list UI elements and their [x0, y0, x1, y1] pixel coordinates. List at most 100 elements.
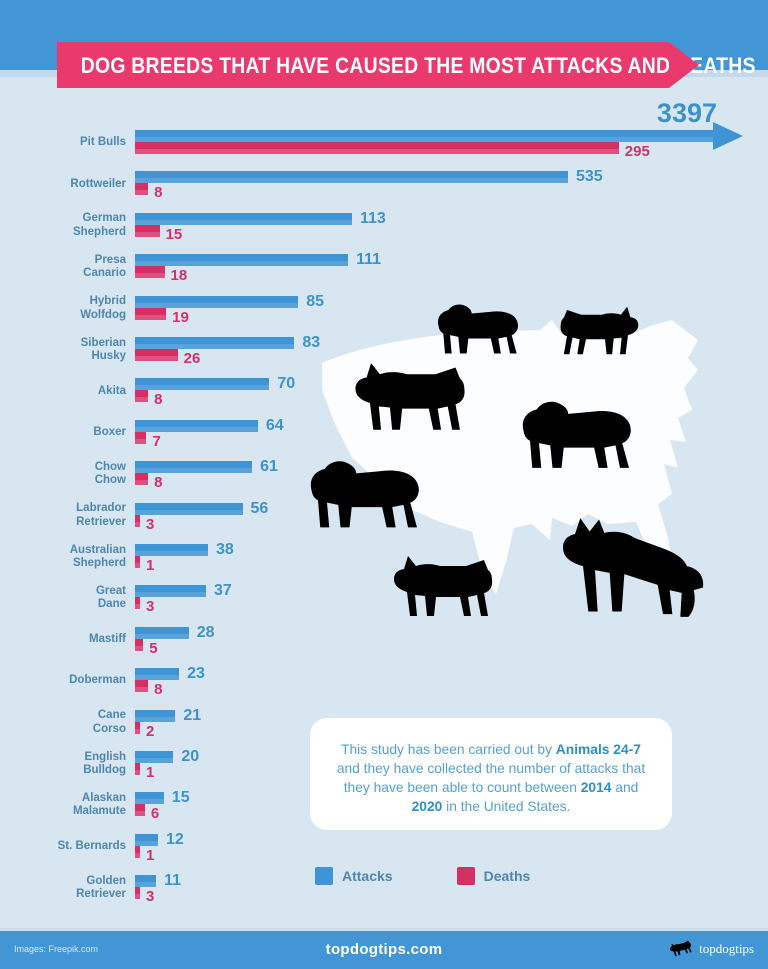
deaths-bar — [135, 556, 140, 568]
attacks-bar — [135, 502, 243, 515]
legend-label-deaths: Deaths — [483, 868, 531, 884]
jumping-dog-icon — [667, 936, 697, 962]
deaths-bar — [135, 307, 167, 320]
deaths-value: 3 — [146, 888, 155, 906]
attacks-swatch-icon — [315, 867, 333, 885]
breed-label: Mastiff — [88, 633, 126, 646]
attacks-value: 113 — [359, 209, 386, 227]
footer-site-url: topdogtips.com — [325, 941, 443, 958]
brand-logo-text: topdogtips — [699, 941, 754, 956]
attacks-value: 37 — [214, 582, 232, 600]
attacks-value: 28 — [196, 623, 215, 641]
deaths-value: 6 — [150, 805, 160, 823]
attacks-bar — [135, 130, 713, 142]
footer-bar: Images: Freepik.com topdogtips.com topdo… — [0, 928, 768, 969]
breed-label: German Shepherd — [72, 212, 126, 238]
attacks-bar — [135, 378, 270, 391]
deaths-bar — [135, 183, 149, 196]
legend-label-attacks: Attacks — [342, 868, 393, 884]
attacks-bar — [135, 461, 253, 474]
breed-label: Golden Retriever — [76, 874, 126, 901]
breed-label: Boxer — [93, 426, 126, 439]
attacks-bar — [135, 295, 299, 308]
attacks-bar — [135, 585, 207, 598]
breed-label: Labrador Retriever — [76, 502, 126, 528]
deaths-value: 5 — [149, 639, 158, 657]
attacks-value: 23 — [187, 665, 205, 683]
deaths-value: 26 — [183, 350, 201, 367]
attacks-value: 83 — [302, 334, 321, 351]
breed-label: Chow Chow — [94, 460, 126, 487]
deaths-bar — [135, 349, 178, 361]
attacks-bar — [135, 419, 258, 432]
deaths-bar — [135, 597, 140, 610]
attacks-bar — [135, 668, 180, 681]
attacks-value: 21 — [183, 706, 202, 724]
deaths-value: 8 — [154, 681, 163, 699]
image-credit: Images: Freepik.com — [14, 944, 99, 954]
deaths-bar — [135, 763, 140, 775]
attacks-value: 85 — [306, 292, 324, 310]
deaths-value: 8 — [154, 391, 163, 409]
deaths-bar — [135, 390, 149, 403]
attacks-bar — [135, 626, 189, 639]
deaths-value: 1 — [146, 557, 155, 574]
chart-legend: Attacks Deaths — [315, 867, 530, 885]
deaths-value: 1 — [146, 764, 155, 781]
attacks-value: 3397 — [656, 98, 717, 128]
deaths-value: 295 — [624, 143, 650, 160]
breed-label: Presa Canario — [83, 253, 126, 280]
deaths-value: 8 — [154, 474, 163, 492]
deaths-bar — [135, 845, 140, 858]
brand-logo: topdogtips — [669, 939, 754, 959]
breed-label: Doberman — [69, 674, 126, 687]
breed-label: Hybrid Wolfdog — [80, 295, 126, 321]
deaths-bar — [135, 473, 149, 486]
attacks-bar-arrow-icon — [713, 122, 743, 150]
attacks-value: 38 — [215, 541, 234, 558]
breed-label: Cane Corso — [92, 709, 126, 735]
attacks-value: 20 — [181, 748, 200, 765]
attacks-bar — [135, 751, 174, 763]
legend-item-deaths: Deaths — [456, 867, 531, 885]
breed-label: Pit Bulls — [79, 136, 126, 149]
study-note-box: This study has been carried out by Anima… — [310, 718, 672, 830]
deaths-bar — [135, 887, 140, 900]
legend-item-attacks: Attacks — [315, 867, 393, 885]
deaths-value: 3 — [146, 515, 155, 533]
deaths-value: 1 — [146, 846, 155, 864]
deaths-bar — [135, 638, 144, 651]
attacks-bar — [135, 212, 352, 225]
attacks-value: 61 — [260, 458, 278, 476]
deaths-swatch-icon — [456, 867, 475, 885]
attacks-bar — [135, 544, 208, 556]
deaths-value: 3 — [146, 598, 155, 616]
deaths-value: 8 — [154, 184, 163, 202]
deaths-value: 18 — [170, 267, 188, 285]
attacks-value: 56 — [250, 499, 269, 517]
attacks-value: 535 — [576, 168, 603, 186]
deaths-bar — [135, 224, 160, 237]
deaths-value: 7 — [152, 432, 161, 450]
attacks-value: 11 — [164, 872, 182, 890]
breed-label: Rottweiler — [70, 177, 126, 190]
deaths-bar — [135, 142, 619, 154]
attacks-value: 70 — [277, 375, 296, 393]
attacks-bar — [135, 833, 159, 846]
breed-label: Great Dane — [95, 584, 126, 611]
deaths-value: 19 — [172, 308, 189, 326]
attacks-value: 15 — [171, 789, 190, 807]
breed-label: Alaskan Malamute — [72, 791, 126, 818]
deaths-bar — [135, 431, 147, 444]
breed-label: English Bulldog — [83, 750, 126, 777]
attacks-value: 111 — [356, 251, 382, 269]
deaths-bar — [135, 804, 145, 817]
deaths-bar — [135, 514, 140, 527]
breed-label: Akita — [97, 384, 126, 397]
breed-label: Siberian Husky — [80, 336, 126, 363]
attacks-value: 12 — [166, 830, 184, 848]
attacks-bar — [135, 792, 164, 805]
deaths-bar — [135, 680, 149, 693]
